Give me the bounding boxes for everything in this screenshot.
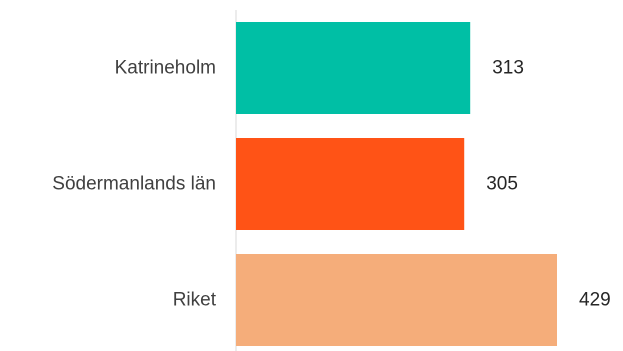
category-label-0: Katrineholm — [115, 58, 216, 79]
value-label-1: 305 — [486, 174, 518, 195]
bar-1 — [236, 138, 465, 230]
bar-2 — [236, 254, 557, 346]
category-label-2: Riket — [173, 290, 217, 311]
value-label-2: 429 — [579, 290, 611, 311]
value-labels-group: 313 305 429 — [486, 58, 610, 311]
category-labels-group: Katrineholm Södermanlands län Riket — [52, 58, 216, 311]
bars-group — [236, 22, 557, 346]
value-label-0: 313 — [492, 58, 524, 79]
bar-0 — [236, 22, 471, 114]
category-label-1: Södermanlands län — [52, 174, 216, 195]
